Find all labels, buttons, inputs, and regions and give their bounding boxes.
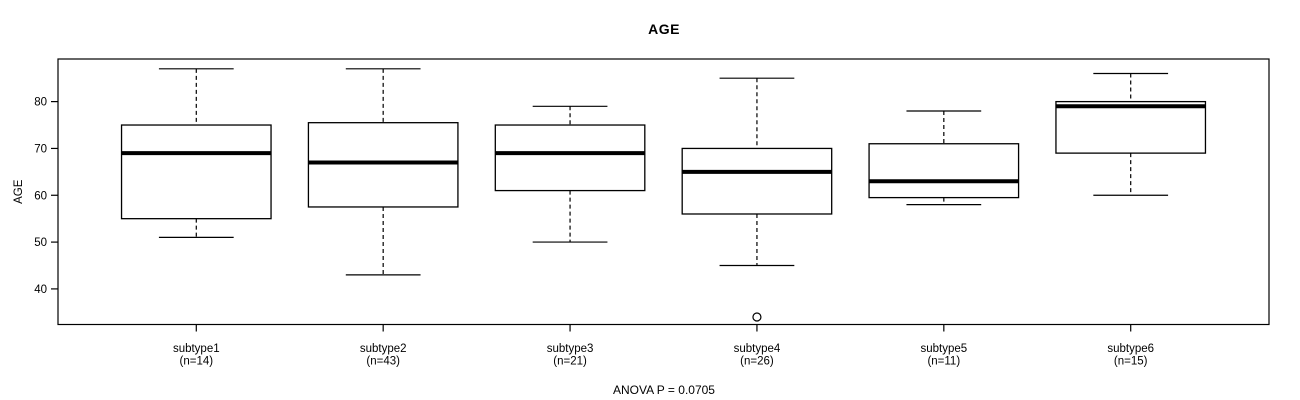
iqr-box bbox=[868, 143, 1020, 199]
x-category-count: (n=11) bbox=[927, 356, 960, 368]
x-category-count: (n=26) bbox=[740, 356, 774, 368]
y-tick-label: 50 bbox=[34, 237, 47, 249]
x-category-count: (n=21) bbox=[553, 356, 587, 368]
x-category-label: subtype6 bbox=[1107, 343, 1154, 355]
x-category-count: (n=14) bbox=[180, 356, 214, 368]
outlier-point bbox=[752, 312, 762, 322]
x-category-label: subtype1 bbox=[173, 343, 220, 355]
x-category-label: subtype4 bbox=[734, 343, 781, 355]
y-tick-label: 60 bbox=[34, 190, 47, 202]
iqr-box bbox=[1055, 100, 1207, 154]
y-axis-label: AGE bbox=[13, 179, 25, 204]
x-category-label: subtype3 bbox=[547, 343, 594, 355]
iqr-box bbox=[307, 122, 459, 208]
iqr-box bbox=[681, 147, 833, 215]
x-category-count: (n=43) bbox=[366, 356, 400, 368]
x-category-label: subtype2 bbox=[360, 343, 407, 355]
y-tick-label: 70 bbox=[34, 143, 47, 155]
x-category-label: subtype5 bbox=[920, 343, 967, 355]
y-tick-label: 80 bbox=[34, 97, 47, 109]
y-tick-label: 40 bbox=[34, 284, 47, 296]
plot-border bbox=[57, 58, 1270, 326]
iqr-box bbox=[494, 124, 646, 192]
chart-title: AGE bbox=[648, 21, 680, 37]
x-category-count: (n=15) bbox=[1114, 356, 1148, 368]
anova-annotation: ANOVA P = 0.0705 bbox=[613, 383, 715, 397]
iqr-box bbox=[120, 124, 272, 220]
